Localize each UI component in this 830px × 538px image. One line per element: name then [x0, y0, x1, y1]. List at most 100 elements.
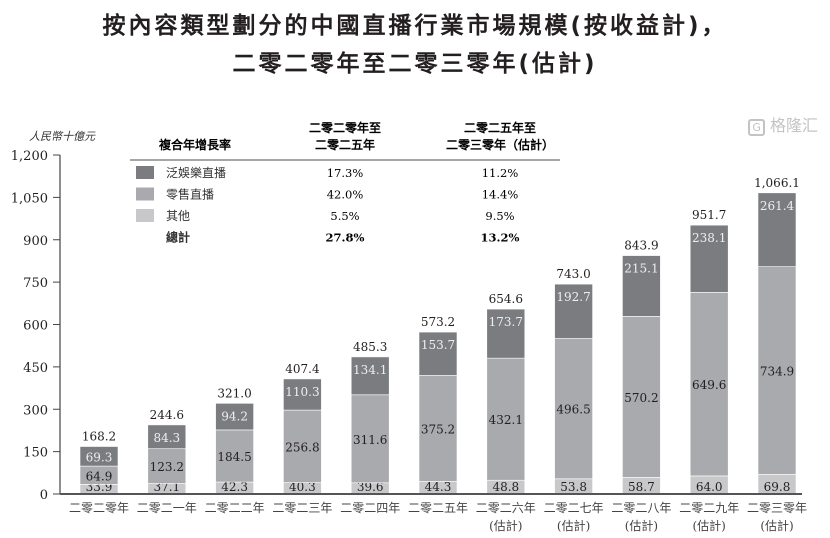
x-tick-label: 二零二四年: [340, 501, 400, 515]
x-tick-note: (估計): [557, 518, 590, 533]
data-label: 40.3: [289, 480, 316, 494]
cagr-value: 17.3%: [327, 166, 364, 180]
data-label: 64.9: [86, 469, 113, 483]
bar-segment: [350, 394, 390, 484]
total-label: 743.0: [556, 267, 590, 281]
legend-swatch: [136, 166, 154, 179]
data-label: 184.5: [217, 450, 251, 464]
x-tick-label: 二零二五年: [408, 501, 468, 515]
bar-segment: [418, 331, 458, 376]
y-tick-label: 150: [23, 446, 48, 461]
cagr-value: 42.0%: [327, 188, 364, 202]
cagr-value: 27.8%: [326, 231, 365, 245]
legend-swatch: [136, 187, 154, 201]
y-tick-label: 450: [23, 361, 48, 376]
data-label: 734.9: [760, 364, 794, 378]
total-label: 654.6: [489, 292, 523, 306]
bar-segment: [350, 356, 390, 396]
y-tick-label: 1,050: [11, 191, 48, 206]
x-tick-label: 二零二九年: [679, 501, 739, 515]
data-label: 192.7: [556, 290, 590, 304]
y-tick-label: 0: [40, 488, 48, 503]
bar-segment: [554, 283, 593, 339]
bar-segment: [147, 448, 187, 484]
data-label: 39.6: [357, 480, 384, 494]
y-tick-label: 600: [23, 319, 48, 334]
legend-label: 零售直播: [166, 187, 214, 202]
data-label: 53.8: [560, 480, 587, 494]
data-label: 649.6: [692, 378, 726, 392]
data-label: 261.4: [760, 199, 795, 213]
legend-swatch: [136, 209, 154, 222]
cagr-value: 11.2%: [482, 166, 519, 180]
bar-segment: [283, 378, 322, 411]
data-label: 173.7: [489, 315, 523, 329]
x-tick-note: (估計): [760, 518, 793, 533]
cagr-value: 13.2%: [481, 231, 520, 245]
data-label: 58.7: [628, 480, 655, 494]
cagr-col1-header: 二零二零年至: [309, 120, 381, 135]
x-tick-note: (估計): [489, 518, 522, 533]
total-label: 485.3: [353, 340, 387, 354]
data-label: 153.7: [421, 338, 455, 352]
data-label: 496.5: [556, 403, 590, 417]
x-tick-label: 二零二六年: [476, 501, 536, 515]
data-label: 110.3: [285, 385, 319, 399]
total-label: 168.2: [82, 429, 116, 443]
legend-label: 其他: [166, 209, 190, 223]
x-tick-label: 二零二八年: [611, 501, 671, 515]
chart-title: 按內容類型劃分的中國直播行業市場規模(按收益計)，: [102, 13, 728, 39]
data-label: 134.1: [353, 363, 387, 377]
legend-label: 總計: [166, 230, 190, 245]
data-label: 94.2: [221, 409, 248, 423]
bar-segment: [147, 424, 187, 450]
bar-segment: [622, 255, 661, 317]
data-label: 256.8: [285, 440, 319, 454]
data-label: 48.8: [492, 480, 519, 494]
y-tick-label: 300: [23, 403, 48, 418]
x-tick-label: 二零二零年: [69, 501, 129, 515]
cagr-value: 14.4%: [482, 188, 519, 202]
y-tick-label: 900: [23, 234, 48, 249]
data-label: 44.3: [425, 480, 452, 494]
data-label: 311.6: [353, 433, 387, 447]
data-label: 69.8: [764, 480, 791, 494]
x-tick-note: (估計): [625, 518, 658, 533]
data-label: 84.3: [153, 431, 180, 445]
data-label: 64.0: [696, 480, 723, 494]
bar-segment: [689, 224, 729, 293]
bar-segment: [215, 403, 254, 431]
total-label: 321.0: [217, 386, 251, 400]
total-label: 951.7: [692, 208, 726, 222]
bar-segment: [689, 292, 729, 477]
bar-segment: [622, 316, 661, 478]
cagr-value: 9.5%: [485, 209, 514, 223]
cagr-value: 5.5%: [330, 209, 359, 223]
cagr-col2-header: 二零二五年至: [464, 120, 536, 135]
cagr-col1-header: 二零二五年: [315, 137, 375, 152]
total-label: 573.2: [421, 315, 455, 329]
x-tick-label: 二零二一年: [137, 501, 197, 515]
data-label: 215.1: [624, 262, 658, 276]
bar-segment: [418, 375, 458, 482]
total-label: 843.9: [624, 239, 658, 253]
data-label: 238.1: [692, 231, 726, 245]
total-label: 407.4: [285, 362, 320, 376]
bar-segment: [215, 429, 254, 483]
bar-segment: [554, 338, 593, 480]
watermark-text: 格隆汇: [769, 116, 818, 135]
cagr-header: 複合年增長率: [158, 137, 231, 152]
legend-label: 泛娛樂直播: [166, 165, 226, 180]
chart-subtitle: 二零二零年至二零三零年(估計): [232, 51, 598, 77]
total-label: 244.6: [150, 408, 184, 422]
bar-segment: [79, 446, 119, 467]
bar-segment: [486, 357, 526, 481]
watermark-logo: G 格隆汇: [748, 112, 818, 136]
bar-segment: [757, 192, 797, 267]
cagr-col2-header: 二零三零年（估計）: [446, 137, 554, 152]
bar-segment: [283, 409, 322, 483]
data-label: 69.3: [86, 450, 113, 464]
data-label: 570.2: [624, 391, 658, 405]
